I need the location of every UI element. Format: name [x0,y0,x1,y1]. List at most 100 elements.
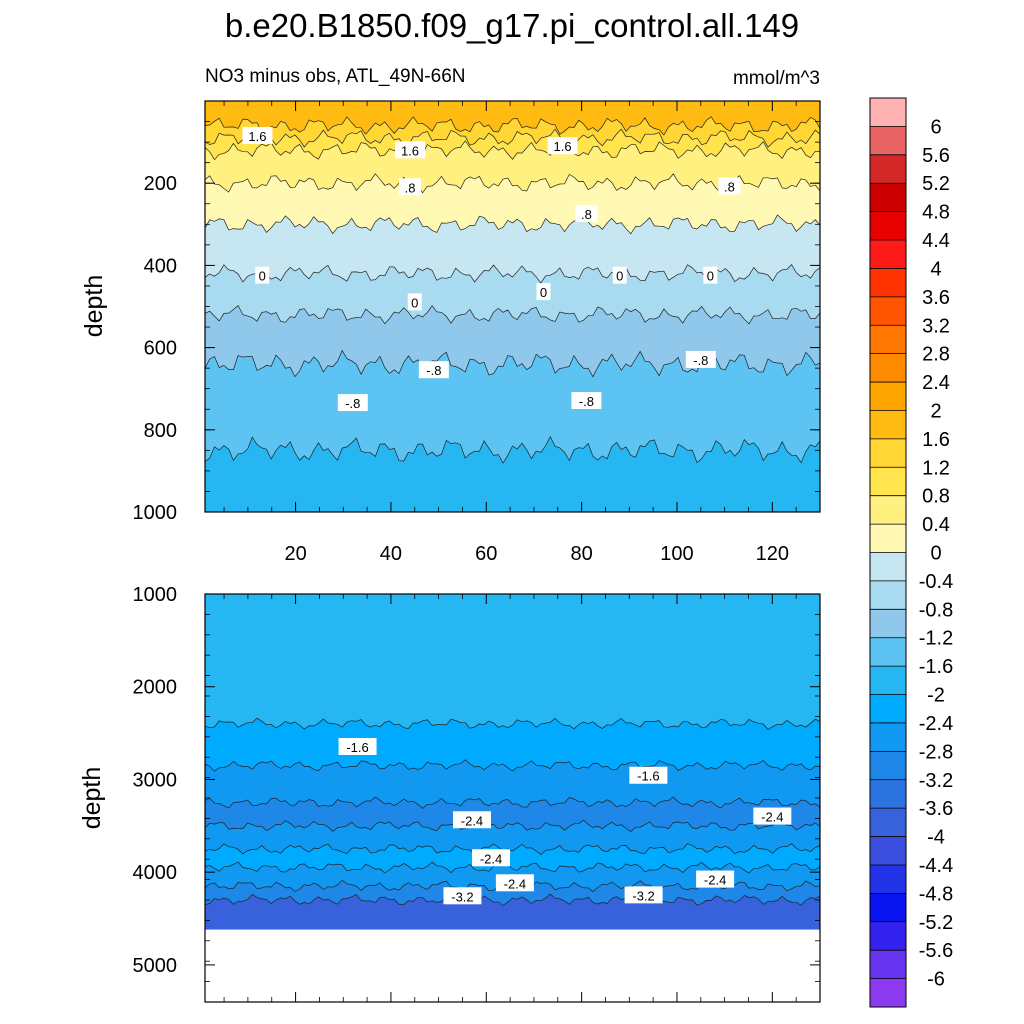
colorbar-swatch [870,382,906,411]
svg-text:0: 0 [540,285,547,300]
contour-line [204,264,821,284]
lower-contour-fill [205,594,820,1002]
contour-label: -.8 [418,361,449,379]
colorbar-label: -1.6 [919,656,953,678]
contour-label: .8 [575,205,598,223]
y-tick-label: 5000 [133,955,178,977]
svg-text:-.8: -.8 [693,353,708,368]
colorbar-swatch [870,666,906,695]
colorbar-label: -2.8 [919,741,953,763]
svg-text:.8: .8 [724,179,735,194]
y-tick-label: 3000 [133,769,178,791]
svg-text:-2.4: -2.4 [504,876,526,891]
colorbar-label: -4.8 [919,883,953,905]
colorbar-swatch [870,921,906,951]
contour-label: -.8 [571,392,602,410]
contour-label: 0 [703,266,718,284]
colorbar-swatch [870,438,906,468]
contour-line [204,717,821,730]
colorbar-label: 2.8 [922,344,950,366]
upper-axis-ticks: 200 400 600 800 1000 20 40 60 80 100 120 [133,100,821,565]
colorbar-swatch [870,694,906,724]
svg-text:0: 0 [259,269,266,284]
colorbar-swatch [870,353,906,383]
colorbar-label: 0 [930,543,941,565]
contour-line [204,819,821,832]
colorbar-label: 3.6 [922,287,950,309]
contour-line [204,173,821,194]
colorbar-swatch [870,325,906,354]
contour-line [204,128,821,148]
x-tick-label: 80 [571,543,593,565]
colorbar-swatch [870,495,906,525]
colorbar-label: -4 [927,827,945,849]
contour-label: -1.6 [629,766,668,784]
units-label: mmol/m^3 [733,68,820,89]
svg-text:-3.2: -3.2 [451,889,473,904]
contour-line [204,861,821,874]
colorbar-label: -2 [927,685,945,707]
colorbar-swatch [870,864,906,894]
colorbar-swatch [870,893,906,923]
colorbar-label: -3.2 [919,770,953,792]
contour-label: 0 [612,266,627,284]
colorbar-label: -3.6 [919,798,953,820]
contour-label: 0 [407,293,422,311]
colorbar-label: -0.8 [919,599,953,621]
contour-label: 0 [255,266,270,284]
colorbar: 6 5.6 5.2 4.8 4.4 4 3.6 3.2 2.8 2.4 2 1.6 1.2 0.8 0.4 0… [869,97,953,1008]
colorbar-label: 5.6 [922,145,950,167]
colorbar-swatch [870,296,906,326]
contour-label: 1.6 [547,137,578,155]
colorbar-label: 6 [930,116,941,138]
colorbar-swatch [870,183,906,212]
colorbar-swatch [870,637,906,667]
svg-text:-2.4: -2.4 [461,813,483,828]
x-tick-label: 60 [475,543,497,565]
y-tick-label: 2000 [133,677,178,699]
contour-label: 0 [536,283,551,301]
lower-y-axis-label: depth [78,767,106,830]
contour-label: -1.6 [338,738,377,755]
y-tick-label: 1000 [133,584,178,606]
svg-text:1.6: 1.6 [401,143,419,158]
colorbar-swatch [870,524,906,553]
colorbar-swatch [870,410,906,440]
x-tick-label: 20 [284,543,306,565]
colorbar-label: -5.2 [919,912,953,934]
colorbar-swatch [870,808,906,837]
svg-text:-.8: -.8 [345,396,360,411]
colorbar-label: 1.2 [922,457,950,479]
colorbar-label: 1.6 [922,429,950,451]
colorbar-label: 4.4 [922,230,950,252]
contour-band [205,594,820,730]
y-tick-label: 600 [144,338,177,360]
contour-label: 1.6 [395,141,425,159]
x-tick-label: 40 [380,543,402,565]
svg-text:-1.6: -1.6 [637,769,659,784]
colorbar-label: -5.6 [919,940,953,962]
contour-line [204,349,821,378]
colorbar-swatch [870,126,906,156]
svg-text:-2.4: -2.4 [480,851,502,866]
upper-contour-lines [204,116,821,464]
no-data-region [205,929,820,1002]
colorbar-label: 2.4 [922,372,950,394]
colorbar-label: 4.8 [922,202,950,224]
svg-text:-3.2: -3.2 [632,888,654,903]
colorbar-swatch [870,552,906,582]
contour-label: -.8 [685,350,716,368]
svg-text:-2.4: -2.4 [704,873,726,888]
contour-label: -2.4 [495,874,534,892]
colorbar-label: 3.2 [922,315,950,337]
colorbar-label: -4.4 [919,855,953,877]
contour-label: .8 [399,178,421,196]
colorbar-swatch [870,240,906,269]
colorbar-label: -1.2 [919,628,953,650]
colorbar-label: 0.4 [922,514,950,536]
upper-y-axis-label: depth [80,275,108,338]
panel-subtitle: NO3 minus obs, ATL_49N-66N [205,66,466,87]
colorbar-swatch [870,154,906,184]
contour-label: -3.2 [624,886,663,904]
contour-line [204,893,821,906]
